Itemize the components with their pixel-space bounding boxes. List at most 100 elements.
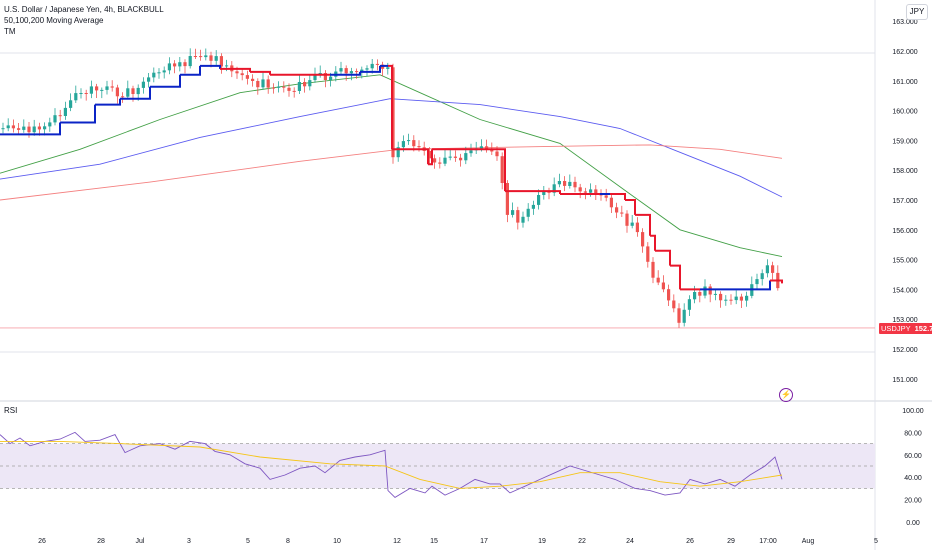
candle-body (635, 222, 639, 233)
candle-body (448, 156, 452, 158)
candle-body (511, 210, 515, 215)
tm-indicator-label[interactable]: TM (4, 27, 16, 36)
candle-body (126, 88, 130, 97)
time-tick-label: Aug (802, 538, 815, 545)
candle-body (37, 126, 41, 130)
candle-body (521, 216, 525, 223)
candle-body (100, 89, 104, 91)
candle-body (84, 93, 88, 94)
candle-body (672, 300, 676, 309)
time-tick-label: 28 (97, 538, 105, 545)
candle-body (292, 90, 296, 92)
candle-body (573, 181, 577, 188)
tm-line-segment (150, 74, 181, 88)
time-tick-label: 3 (187, 538, 191, 545)
tm-line-segment (655, 249, 671, 266)
chart-legend: U.S. Dollar / Japanese Yen, 4h, BLACKBUL… (4, 4, 164, 37)
candle-body (313, 75, 317, 81)
candle-body (625, 213, 629, 226)
candle-body (209, 55, 213, 61)
time-tick-label: 26 (38, 538, 46, 545)
candle-body (537, 195, 541, 205)
candle-body (240, 73, 244, 76)
candle-body (277, 86, 281, 88)
candle-body (63, 107, 67, 116)
rsi-band (0, 443, 875, 489)
price-tick-label: 157.000 (892, 198, 917, 205)
candle-body (745, 295, 749, 301)
time-tick-label: 5 (874, 538, 878, 545)
candle-body (204, 55, 208, 58)
time-tick-label: 17 (480, 538, 488, 545)
candle-body (531, 204, 535, 209)
ma-indicator-label[interactable]: 50,100,200 Moving Average (4, 16, 104, 25)
candle-body (344, 68, 348, 74)
candle-body (646, 246, 650, 262)
candle-body (256, 81, 260, 88)
lightning-icon[interactable]: ⚡ (779, 388, 793, 402)
candle-body (178, 62, 182, 67)
candle-body (713, 293, 717, 295)
candle-body (386, 67, 390, 69)
candle-body (615, 207, 619, 213)
candle-body (427, 150, 431, 159)
candle-body (677, 308, 681, 323)
candle-body (485, 146, 489, 150)
candle-body (563, 181, 567, 186)
candle-body (89, 86, 93, 94)
candle-body (407, 140, 411, 142)
candle-body (516, 210, 520, 223)
tm-line-segment (200, 64, 221, 69)
candle-body (1, 128, 5, 130)
candle-body (199, 56, 203, 58)
candle-body (765, 265, 769, 274)
candle-body (17, 128, 21, 130)
candle-body (667, 289, 671, 301)
candle-body (495, 151, 499, 157)
candle-body (661, 282, 665, 290)
candle-body (401, 141, 405, 148)
candle-body (620, 212, 624, 214)
candle-body (58, 115, 62, 117)
candle-body (282, 86, 286, 88)
last-price-value: 152.706 (914, 324, 932, 333)
tm-line-segment (120, 86, 151, 100)
time-tick-label: 22 (578, 538, 586, 545)
candle-body (719, 293, 723, 301)
rsi-tick-label: 80.00 (904, 430, 922, 437)
tm-line-segment (388, 64, 393, 150)
candle-body (162, 70, 166, 73)
rsi-pane-label[interactable]: RSI (4, 406, 18, 415)
candle-body (365, 68, 369, 70)
symbol-title[interactable]: U.S. Dollar / Japanese Yen, 4h, BLACKBUL… (4, 5, 164, 14)
tm-line-segment (625, 199, 636, 215)
candle-body (110, 86, 114, 88)
price-tick-label: 163.000 (892, 19, 917, 26)
candle-body (464, 153, 468, 161)
candle-body (583, 191, 587, 193)
candle-body (339, 68, 343, 72)
candle-body (500, 156, 504, 183)
candle-body (105, 86, 109, 90)
time-tick-label: 12 (393, 538, 401, 545)
candle-body (630, 222, 634, 226)
candle-body (479, 146, 483, 149)
tm-line-segment (428, 149, 433, 166)
candle-body (682, 309, 686, 323)
ma-100-line (0, 98, 783, 198)
candle-body (121, 96, 125, 98)
price-tick-label: 161.000 (892, 79, 917, 86)
candle-body (771, 265, 775, 273)
candle-body (547, 191, 551, 193)
candle-body (95, 86, 99, 91)
candle-body (656, 277, 660, 283)
price-tick-label: 156.000 (892, 228, 917, 235)
candle-body (308, 80, 312, 87)
tm-line-segment (425, 148, 429, 165)
candle-body (183, 62, 187, 67)
time-tick-label: 8 (286, 538, 290, 545)
candle-body (375, 63, 379, 65)
candle-body (79, 93, 83, 94)
currency-button[interactable]: JPY (906, 4, 928, 20)
